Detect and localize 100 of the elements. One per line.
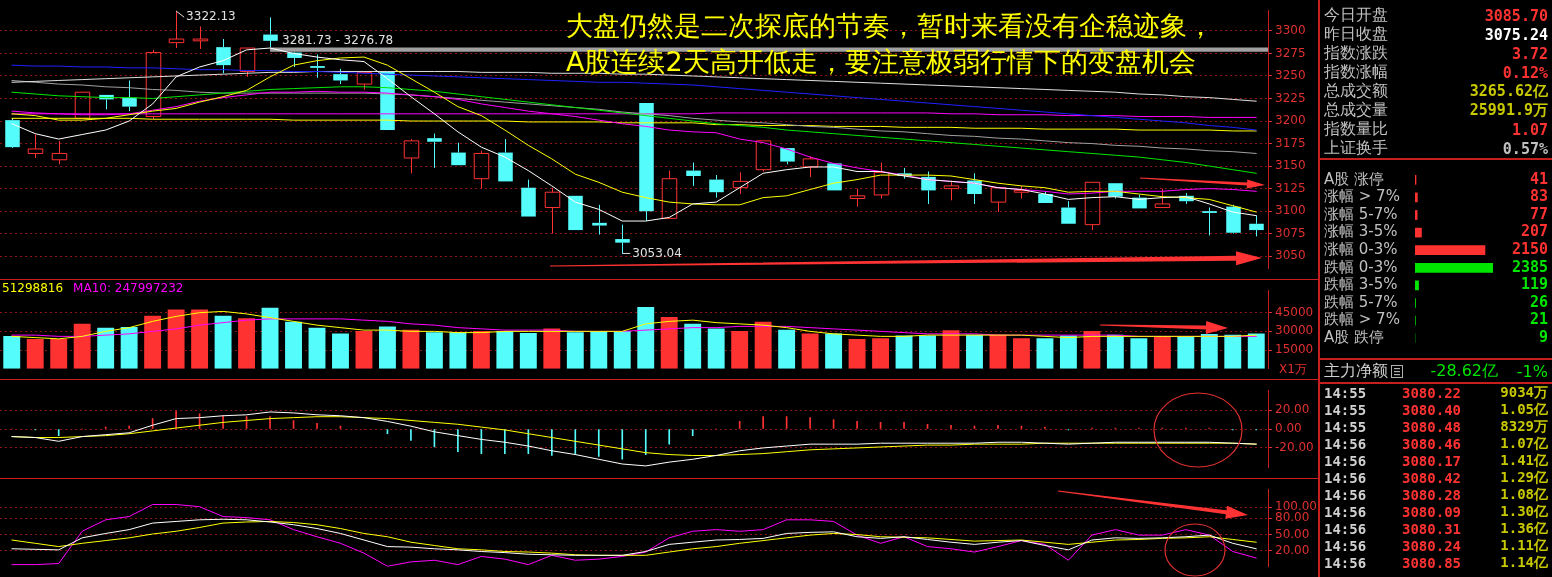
candlestick [473, 150, 490, 190]
data-label: 26 [1529, 292, 1548, 311]
y-tick-label: 3250 [1275, 68, 1306, 83]
text: 1.05亿 [1499, 400, 1548, 419]
bar [144, 315, 162, 369]
candlestick [451, 142, 466, 166]
bar [754, 321, 772, 369]
text: 3080.17 [1402, 452, 1462, 469]
text: 14:55 [1324, 418, 1367, 435]
text: 总成交额 [1324, 81, 1388, 101]
text: 今日开盘 [1324, 5, 1388, 26]
candlestick [1084, 181, 1101, 231]
text: 1.07 [1511, 120, 1548, 139]
text: 1.30亿 [1499, 502, 1548, 521]
bar [238, 318, 256, 369]
text: 总成交量 [1324, 100, 1388, 121]
y-tick-label: 跌幅 0-3% [1324, 257, 1398, 276]
text: 0.12% [1502, 63, 1548, 82]
candlestick [686, 161, 701, 187]
text: 昨日收盘 [1324, 24, 1388, 45]
text: 14:56 [1324, 486, 1367, 503]
bar [872, 338, 890, 369]
bar [519, 332, 537, 369]
candlestick [310, 53, 325, 79]
bar [425, 332, 443, 369]
bar [848, 339, 866, 369]
bar [966, 334, 983, 369]
bar [1415, 280, 1419, 291]
text: 3.72 [1511, 44, 1548, 63]
bar [378, 326, 396, 369]
text: 9034万 [1499, 383, 1548, 402]
data-label: 83 [1529, 187, 1548, 206]
text: 3080.24 [1402, 537, 1462, 554]
y-axis-title: X1万 [1278, 361, 1308, 378]
bar [73, 323, 91, 369]
y-tick-label: 跌幅 5-7% [1324, 292, 1398, 311]
candlestick [544, 187, 561, 235]
y-tick-label: 15000 [1275, 342, 1314, 357]
text: 1.07亿 [1499, 434, 1548, 453]
bar [1083, 331, 1101, 369]
bar [214, 315, 232, 369]
text: 3080.40 [1402, 401, 1462, 418]
text: 14:56 [1324, 520, 1367, 537]
text: 上证换手 [1324, 138, 1388, 159]
text: 指数涨跌 [1324, 43, 1388, 64]
y-tick-label: 3125 [1275, 180, 1306, 195]
y-tick-label: 30000 [1275, 323, 1314, 338]
candlestick [51, 140, 68, 165]
bar [825, 333, 843, 369]
text: 1.36亿 [1499, 519, 1548, 538]
text: 1.29亿 [1499, 468, 1548, 487]
bar [449, 332, 467, 369]
text: 1.11亿 [1499, 536, 1548, 555]
y-tick-label: 3100 [1275, 203, 1306, 218]
y-tick-label: 20.00 [1275, 402, 1310, 417]
candlestick [1249, 215, 1264, 237]
candlestick [592, 204, 607, 236]
chart-title: 大盘仍然是二次探底的节奏，暂时来看没有企稳迹象， [566, 9, 1214, 43]
bar [1415, 192, 1418, 203]
bar [3, 336, 21, 369]
y-tick-label: 涨幅 0-3% [1324, 240, 1398, 259]
bar [590, 331, 608, 369]
y-tick-label: 3300 [1275, 23, 1306, 38]
bar [1012, 338, 1030, 369]
bar [801, 333, 819, 369]
bar [1177, 336, 1195, 369]
data-label: 119 [1520, 275, 1548, 294]
y-tick-label: 涨幅 5-7% [1324, 204, 1398, 223]
y-tick-label: 3150 [1275, 158, 1306, 173]
text: 主力净额 [1324, 360, 1388, 382]
text: 14:55 [1324, 384, 1367, 401]
y-tick-label: A股 涨停 [1324, 169, 1385, 188]
annotation: 3322.13 [186, 9, 236, 24]
text: 0.57% [1502, 139, 1548, 158]
bar [1200, 334, 1218, 369]
y-tick-label: 跌幅 3-5% [1324, 275, 1398, 294]
text: 3080.28 [1402, 486, 1462, 503]
bar [1153, 336, 1171, 369]
bar [26, 339, 44, 369]
bar [1415, 227, 1422, 238]
candlestick [427, 133, 442, 169]
y-tick-label: 3225 [1275, 90, 1306, 105]
bar [919, 335, 936, 369]
text: 3265.62亿 [1469, 82, 1548, 101]
y-tick-label: 45000 [1275, 304, 1314, 319]
bar [50, 339, 68, 369]
data-label: 9 [1538, 328, 1548, 347]
bar [637, 307, 655, 369]
bar [1059, 335, 1077, 369]
data-label: 77 [1529, 204, 1548, 223]
y-tick-label: 3175 [1275, 135, 1306, 150]
y-tick-label: 3275 [1275, 45, 1306, 60]
bar [1415, 262, 1493, 273]
y-tick-label: A股 跌停 [1324, 328, 1385, 347]
data-label: 21 [1529, 310, 1548, 329]
candlestick [849, 188, 866, 208]
y-tick-label: 0.00 [1275, 421, 1302, 436]
text: -1% [1515, 361, 1548, 381]
bar [1130, 338, 1148, 369]
candlestick [168, 10, 185, 49]
